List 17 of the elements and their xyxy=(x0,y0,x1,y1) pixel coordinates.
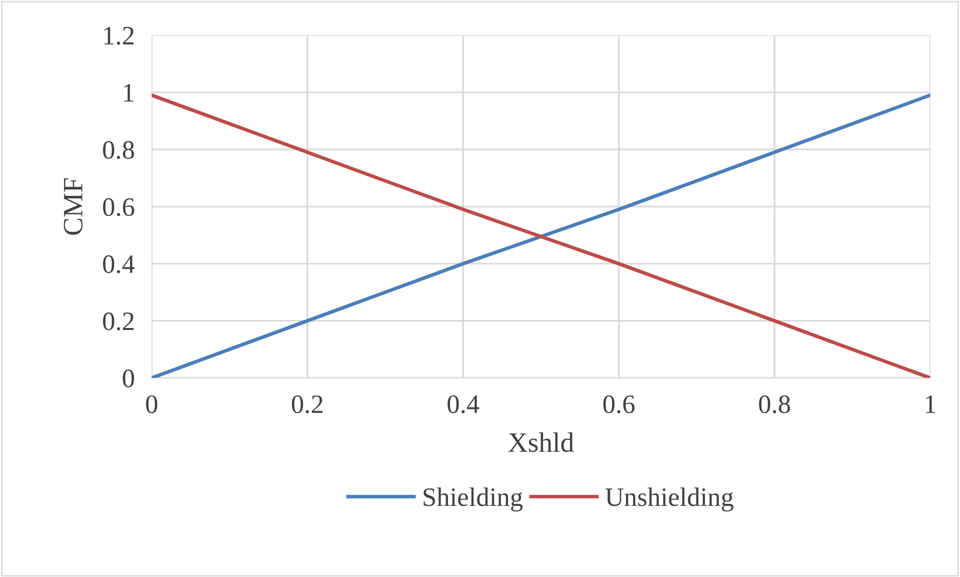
y-tick-label: 0.6 xyxy=(103,198,134,216)
legend-label: Unshielding xyxy=(605,488,734,512)
x-tick-label: 0.2 xyxy=(292,395,322,414)
x-tick-label: 1 xyxy=(926,395,936,413)
y-tick-label: 1 xyxy=(124,84,134,102)
x-tick-label: 0.4 xyxy=(448,395,480,414)
x-tick-label: 0.8 xyxy=(759,395,790,414)
y-tick-label: 0 xyxy=(122,370,134,388)
y-axis-title: CMF xyxy=(64,178,82,235)
y-tick-label: 0.2 xyxy=(103,312,134,330)
y-tick-label: 0.4 xyxy=(103,255,135,274)
y-tick-label: 1.2 xyxy=(104,26,134,45)
legend-label: Shielding xyxy=(424,488,523,512)
x-tick-label: 0.6 xyxy=(603,395,635,414)
x-tick-label: 0 xyxy=(146,395,158,414)
y-tick-label: 0.8 xyxy=(103,141,134,159)
x-axis-title: Xshld xyxy=(508,432,574,452)
